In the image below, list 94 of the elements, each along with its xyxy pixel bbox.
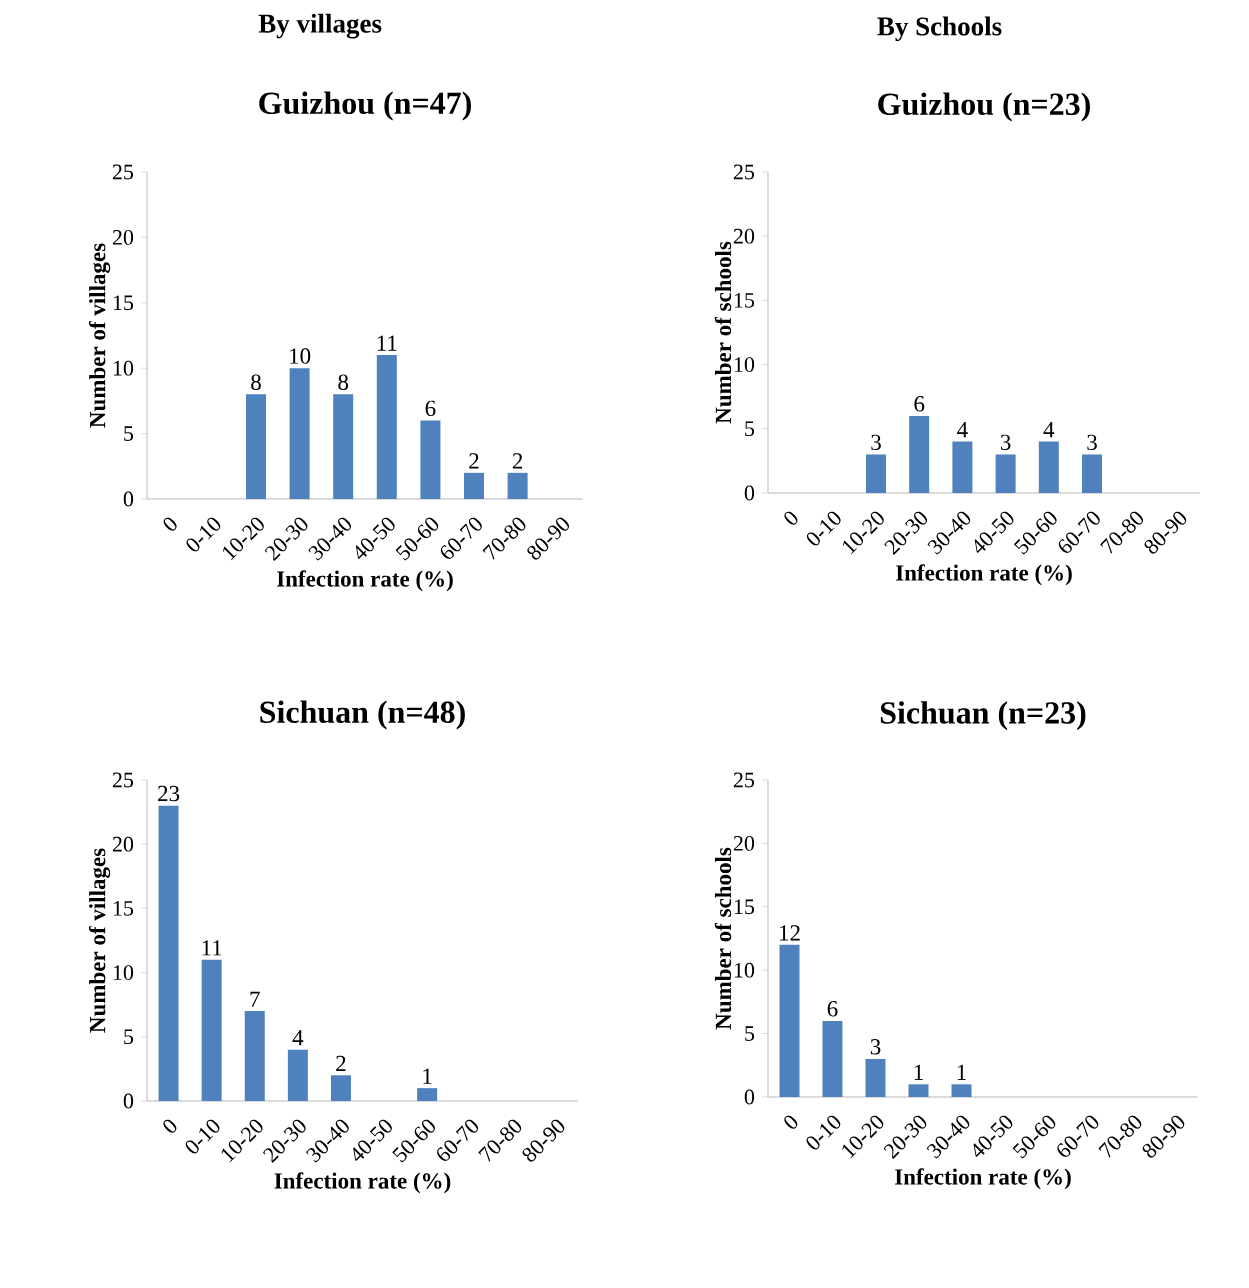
data-label: 1 bbox=[423, 1068, 432, 1084]
y-tick-label: 15 bbox=[734, 899, 755, 915]
y-tick-label: 0 bbox=[123, 491, 134, 507]
data-label: 3 bbox=[1087, 434, 1097, 451]
y-tick-label: 20 bbox=[112, 229, 134, 245]
data-label: 3 bbox=[871, 434, 881, 451]
y-tick-label: 20 bbox=[733, 228, 755, 244]
data-label: 6 bbox=[914, 396, 925, 412]
y-tick-label: 10 bbox=[734, 357, 755, 373]
y-tick-label: 10 bbox=[113, 965, 134, 981]
bar bbox=[417, 1088, 438, 1101]
bar bbox=[866, 454, 887, 493]
data-label: 23 bbox=[158, 785, 180, 802]
data-label: 4 bbox=[292, 1030, 304, 1046]
bar bbox=[1038, 441, 1059, 493]
bar bbox=[1082, 454, 1103, 493]
y-tick-label: 0 bbox=[744, 485, 755, 501]
x-tick-label: 0-10 bbox=[806, 511, 841, 546]
data-label: 6 bbox=[827, 1001, 838, 1017]
y-tick-label: 5 bbox=[745, 1026, 755, 1041]
bar bbox=[995, 454, 1016, 493]
bar bbox=[464, 472, 485, 499]
y-axis-title: Number of schools bbox=[714, 847, 732, 1030]
y-tick-label: 5 bbox=[745, 421, 755, 437]
x-tick-label: 0-10 bbox=[806, 1115, 841, 1150]
bar bbox=[289, 368, 310, 499]
chart-title: Guizhou (n=47) bbox=[259, 91, 471, 121]
bar bbox=[822, 1020, 843, 1097]
data-label: 3 bbox=[1000, 434, 1011, 451]
data-label: 8 bbox=[338, 374, 349, 390]
bar bbox=[244, 1011, 265, 1101]
data-label: 4 bbox=[957, 422, 968, 438]
chart-title: Sichuan (n=23) bbox=[880, 701, 1086, 731]
x-tick-label: 0-10 bbox=[186, 517, 221, 552]
data-label: 11 bbox=[202, 940, 222, 956]
data-label: 10 bbox=[290, 348, 311, 364]
y-tick-label: 15 bbox=[734, 293, 755, 308]
chart-title: Sichuan (n=48) bbox=[260, 700, 465, 730]
y-tick-label: 10 bbox=[734, 962, 755, 978]
bar bbox=[330, 1075, 351, 1101]
x-axis-title: Infection rate (%) bbox=[277, 570, 453, 592]
bar bbox=[246, 394, 266, 499]
text: By Schools bbox=[877, 16, 1002, 42]
data-label: 4 bbox=[1043, 422, 1055, 438]
x-axis-title: Infection rate (%) bbox=[895, 1168, 1071, 1190]
data-label: 6 bbox=[425, 400, 436, 417]
y-tick-label: 15 bbox=[113, 295, 134, 311]
y-tick-label: 10 bbox=[113, 360, 134, 376]
data-label: 1 bbox=[914, 1064, 923, 1080]
bar bbox=[376, 355, 397, 499]
x-tick-label: 0 bbox=[784, 511, 798, 525]
x-tick-label: 0-10 bbox=[185, 1119, 220, 1154]
text: By villages bbox=[258, 13, 382, 39]
bar bbox=[333, 394, 354, 499]
x-axis-title: Infection rate (%) bbox=[274, 1172, 451, 1194]
y-axis-title: Number of villages bbox=[88, 848, 111, 1033]
chart-title: Guizhou (n=23) bbox=[878, 92, 1090, 122]
y-tick-label: 15 bbox=[113, 901, 134, 916]
bar bbox=[201, 959, 222, 1101]
x-tick-label: 0 bbox=[163, 517, 177, 531]
data-label: 2 bbox=[336, 1055, 346, 1071]
data-label: 3 bbox=[870, 1039, 881, 1055]
data-label: 2 bbox=[512, 453, 523, 469]
data-label: 1 bbox=[957, 1064, 966, 1080]
bar bbox=[909, 415, 930, 493]
bar bbox=[779, 944, 800, 1097]
bar bbox=[952, 441, 973, 493]
y-tick-label: 25 bbox=[733, 772, 755, 788]
y-tick-label: 0 bbox=[744, 1089, 755, 1105]
y-tick-label: 25 bbox=[112, 772, 134, 788]
bar bbox=[951, 1084, 972, 1097]
y-tick-label: 20 bbox=[112, 836, 134, 852]
data-label: 8 bbox=[251, 374, 261, 390]
bar bbox=[158, 805, 179, 1101]
y-axis-title: Number of villages bbox=[88, 243, 111, 428]
x-axis-title: Infection rate (%) bbox=[896, 564, 1072, 586]
bar bbox=[865, 1058, 886, 1097]
y-tick-label: 5 bbox=[124, 426, 134, 441]
y-tick-label: 20 bbox=[733, 835, 755, 851]
y-tick-label: 25 bbox=[112, 164, 134, 180]
x-tick-label: 0 bbox=[784, 1115, 798, 1129]
data-label: 2 bbox=[469, 453, 479, 469]
data-label: 7 bbox=[250, 991, 260, 1007]
data-label: 12 bbox=[780, 925, 800, 941]
bar bbox=[507, 472, 528, 499]
bar bbox=[908, 1084, 929, 1097]
y-tick-label: 25 bbox=[733, 164, 755, 180]
y-tick-label: 0 bbox=[123, 1093, 134, 1109]
data-label: 11 bbox=[377, 335, 397, 351]
y-axis-title: Number of schools bbox=[714, 241, 732, 424]
bar bbox=[420, 420, 441, 499]
y-tick-label: 5 bbox=[124, 1029, 134, 1045]
bar bbox=[287, 1049, 308, 1101]
x-tick-label: 0 bbox=[163, 1119, 177, 1133]
